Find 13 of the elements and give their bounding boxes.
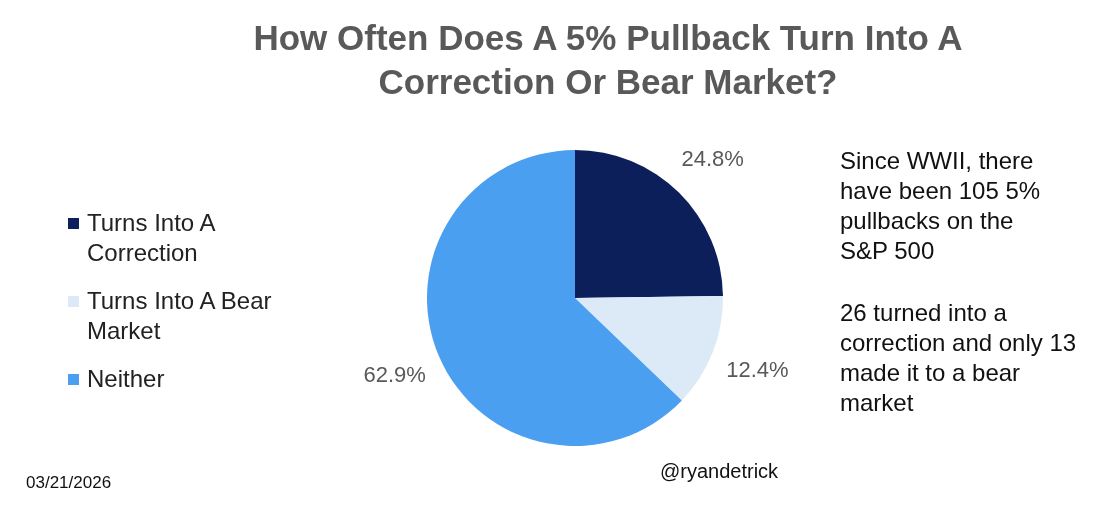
pie-slice: [575, 295, 723, 401]
text: Since WWII, there have been 105 5% pullbacks on the S&P 500: [840, 146, 1042, 266]
legend-label: Turns Into A Correction: [87, 208, 216, 268]
data-label: 62.9%: [363, 362, 426, 388]
data-label: 24.8%: [681, 145, 744, 171]
text: @ryandetrick: [660, 460, 779, 483]
legend-label: Turns Into A Bear Market: [87, 286, 273, 346]
chart-title: How Often Does A 5% Pullback Turn Into A Correction Or Bear Market?: [252, 17, 964, 103]
legend-label: Neither: [87, 364, 165, 394]
data-label: 12.4%: [726, 357, 789, 383]
pie-slice: [427, 150, 682, 446]
text: 26 turned into a correction and only 13 made it to a bear market: [840, 298, 1078, 418]
text: 03/21/2026: [26, 473, 112, 493]
